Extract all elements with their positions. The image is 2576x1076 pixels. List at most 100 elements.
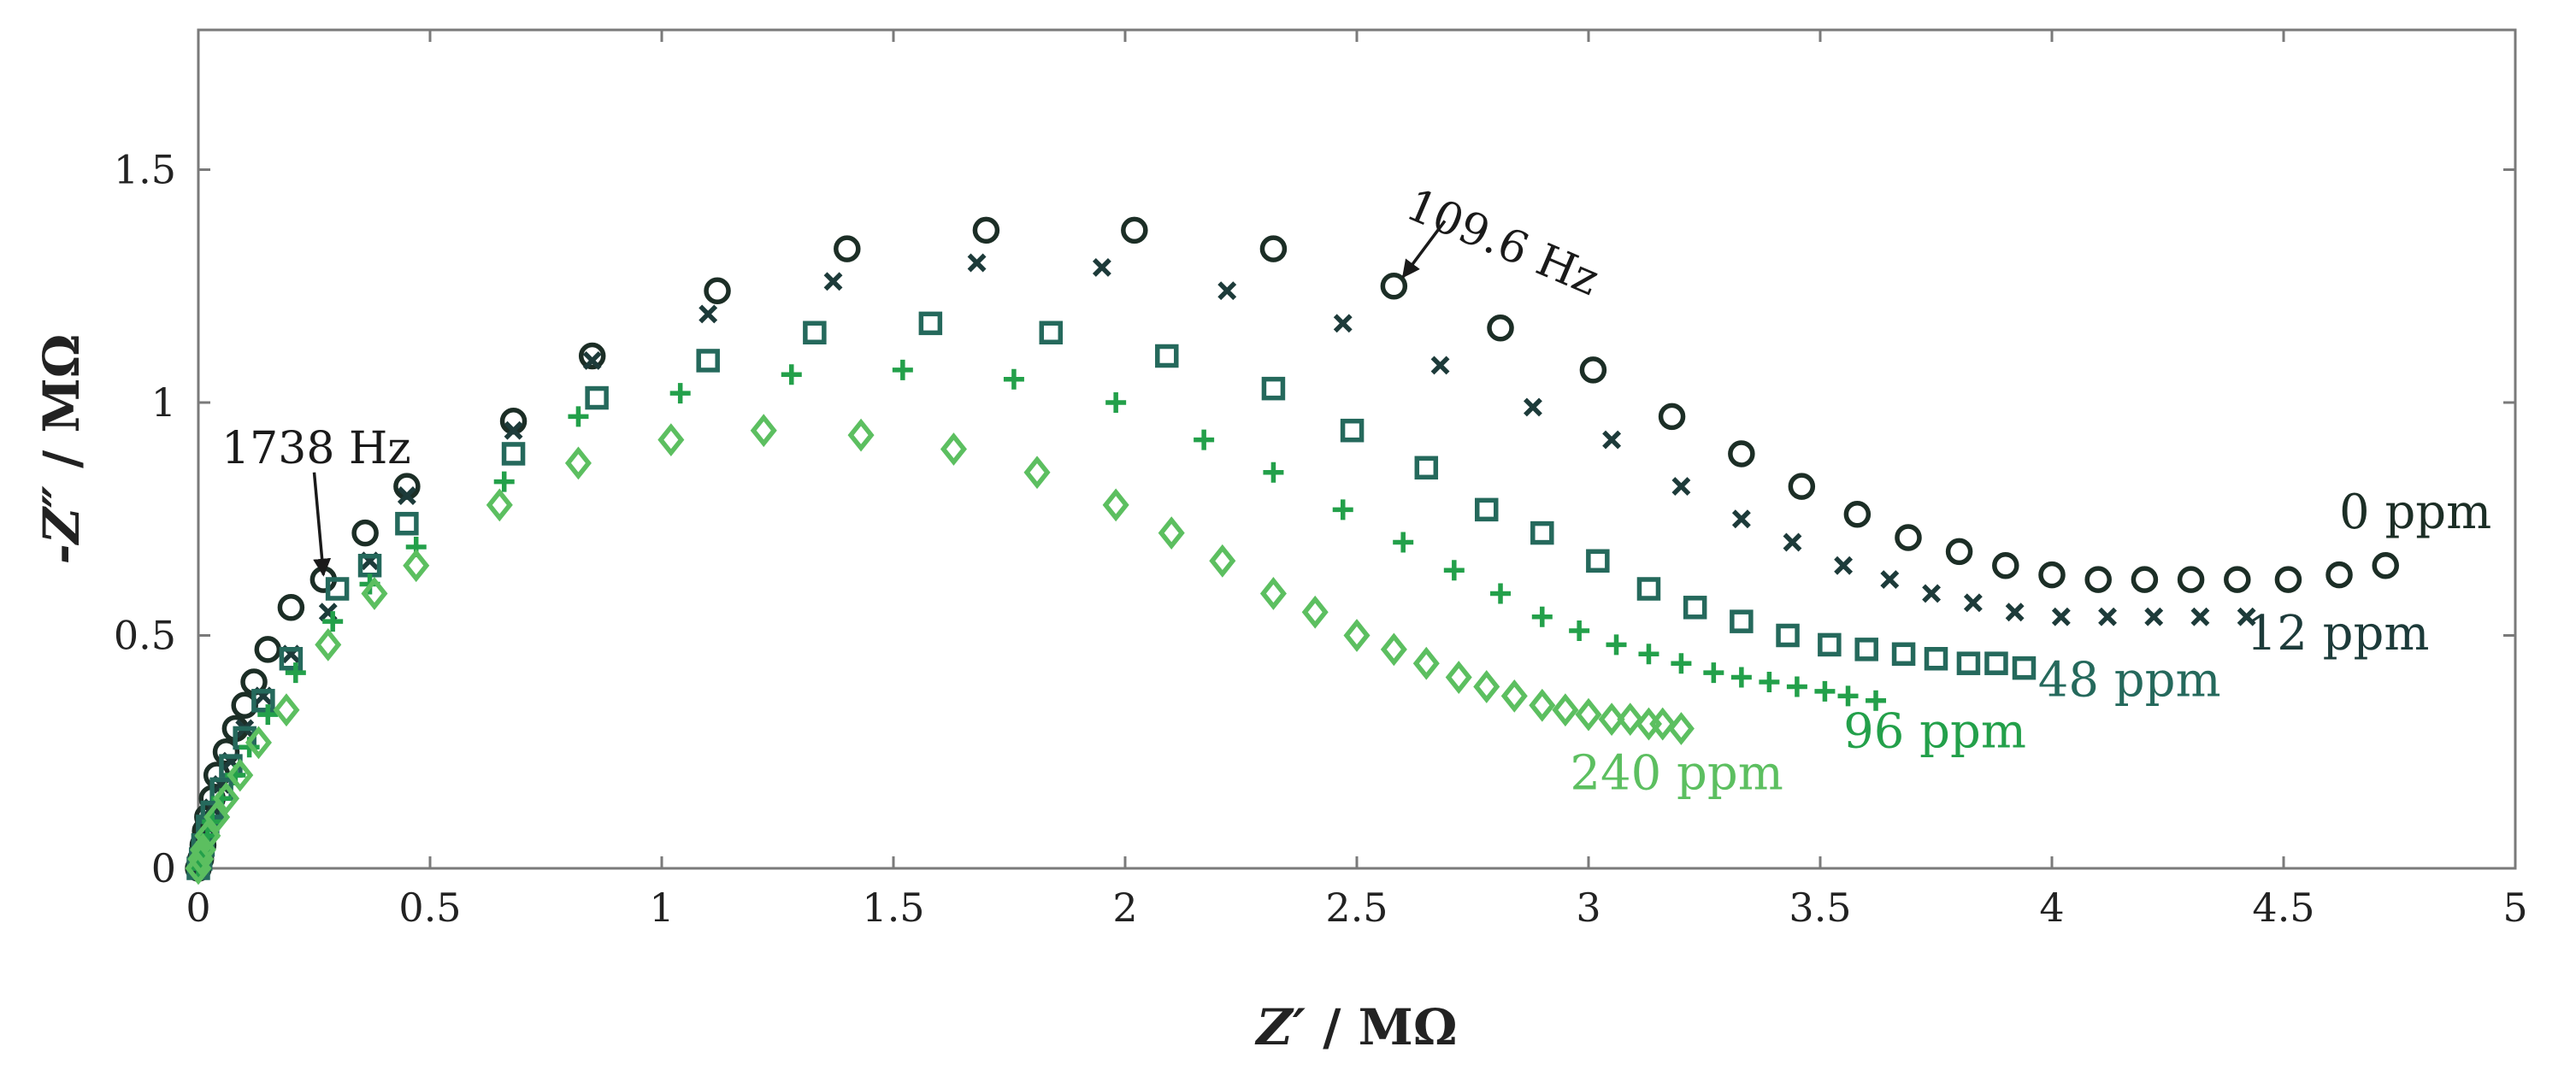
x-tick-label: 0 — [186, 885, 210, 931]
data-point — [1891, 642, 1916, 667]
data-point — [918, 311, 943, 336]
data-point — [1636, 577, 1661, 601]
data-point — [972, 216, 1000, 244]
data-series — [185, 216, 2399, 885]
data-point — [1586, 549, 1610, 573]
data-point — [1552, 693, 1579, 727]
x-tick-label: 3.5 — [1789, 885, 1851, 931]
data-point — [1945, 538, 1973, 566]
data-point — [1854, 638, 1878, 661]
data-point — [1658, 403, 1686, 431]
y-tick-label: 0 — [151, 845, 176, 891]
data-point — [1500, 679, 1528, 713]
data-point — [1194, 429, 1215, 450]
frequency-annotation: 1738 Hz — [221, 423, 411, 474]
data-point — [2084, 566, 2112, 593]
data-point — [1598, 703, 1625, 737]
y-axis-unit: / MΩ — [32, 334, 91, 485]
data-point — [403, 549, 430, 583]
x-tick-label: 2.5 — [1325, 885, 1388, 931]
y-tick-label: 0.5 — [114, 613, 176, 659]
data-point — [1638, 644, 1659, 665]
data-point — [1443, 560, 1465, 581]
data-point — [892, 359, 913, 380]
data-point — [1606, 634, 1627, 656]
data-point — [2372, 552, 2399, 579]
data-point — [1783, 532, 1802, 552]
series-label: 240 ppm — [1570, 745, 1783, 801]
data-point — [1340, 418, 1365, 443]
data-point — [1039, 320, 1064, 344]
data-point — [704, 277, 731, 304]
plot-frame — [197, 28, 2517, 870]
data-point — [2224, 566, 2251, 593]
data-point — [1776, 623, 1800, 648]
data-point — [315, 627, 342, 661]
data-point — [1837, 685, 1859, 707]
data-point — [501, 442, 526, 466]
data-point — [1531, 606, 1553, 627]
data-point — [1003, 368, 1024, 390]
data-point — [1490, 583, 1512, 604]
data-point — [2038, 561, 2066, 589]
data-point — [361, 577, 388, 610]
data-point — [1569, 620, 1590, 642]
data-point — [251, 689, 275, 713]
data-point — [1579, 356, 1607, 384]
data-point — [1155, 344, 1179, 368]
data-point — [227, 758, 254, 792]
data-point — [1524, 397, 1542, 417]
data-point — [1445, 661, 1472, 694]
series-label: 12 ppm — [2247, 606, 2430, 661]
x-tick-label: 4 — [2039, 885, 2064, 931]
data-point — [1683, 596, 1707, 620]
data-point — [1475, 497, 1499, 522]
data-point — [1092, 258, 1111, 277]
data-point — [1487, 315, 1514, 342]
series-240-ppm — [185, 414, 1695, 885]
data-point — [847, 418, 875, 452]
data-point — [1617, 703, 1644, 737]
data-point — [504, 420, 523, 440]
data-point — [1880, 570, 1900, 590]
data-point — [1728, 440, 1755, 467]
data-point — [1866, 690, 1887, 711]
data-point — [1575, 697, 1602, 732]
series-12-ppm — [189, 253, 2256, 878]
data-point — [277, 594, 305, 621]
data-point — [203, 800, 231, 834]
data-point — [823, 272, 843, 291]
data-point — [285, 662, 306, 684]
data-point — [1843, 501, 1872, 528]
y-axis-ticks: 0 0.5 1 1.5 — [114, 147, 2515, 891]
data-point — [1209, 544, 1236, 578]
data-point — [279, 647, 304, 671]
data-point — [1703, 662, 1724, 684]
series-0-ppm — [185, 216, 2399, 882]
data-point — [1380, 632, 1407, 667]
data-point — [1895, 524, 1922, 551]
data-point — [254, 636, 282, 663]
data-point — [245, 726, 272, 760]
data-point — [1834, 556, 1854, 575]
data-point — [657, 423, 685, 457]
data-point — [1963, 593, 1983, 613]
data-point — [1530, 520, 1554, 545]
data-point — [2005, 603, 2025, 622]
series-label: 96 ppm — [1843, 703, 2026, 759]
data-point — [2177, 566, 2205, 593]
y-axis-title: -Z″ / MΩ — [32, 334, 91, 565]
data-point — [273, 693, 300, 727]
data-point — [1924, 647, 1948, 671]
x-axis-variable: Z′ — [1254, 998, 1306, 1056]
data-point — [2274, 566, 2302, 593]
data-point — [2237, 607, 2256, 626]
data-point — [1731, 509, 1751, 529]
data-point — [1259, 235, 1288, 262]
y-tick-label: 1.5 — [114, 147, 176, 193]
data-point — [1414, 456, 1439, 480]
data-point — [940, 432, 967, 466]
data-point — [1984, 651, 2008, 675]
data-point — [1301, 595, 1329, 629]
